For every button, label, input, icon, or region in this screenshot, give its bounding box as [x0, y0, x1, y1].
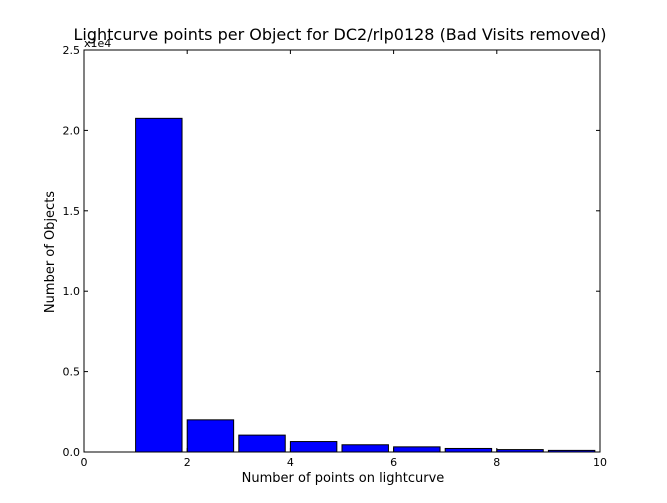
- bar-6: [393, 446, 441, 453]
- y-axis-label: Number of Objects: [43, 191, 58, 313]
- ticks-layer: 0 2 4 6 8 10 0.0 0.5 1.0 1.5 2.0 2.5: [63, 44, 608, 469]
- bar-2: [186, 419, 235, 453]
- y-tick-label-5: 2.5: [63, 44, 81, 57]
- x-tick-label-5: 10: [593, 456, 607, 469]
- x-tick-label-0: 0: [81, 456, 88, 469]
- bar-7: [444, 447, 493, 453]
- x-tick-label-2: 4: [287, 456, 294, 469]
- x-tick-label-3: 6: [390, 456, 397, 469]
- y-axis-offset-label: x1e4: [84, 37, 111, 50]
- bar-3: [238, 434, 286, 453]
- y-tick-label-3: 1.5: [63, 205, 81, 218]
- y-tick-label-4: 2.0: [63, 124, 81, 137]
- y-tick-label-0: 0.0: [63, 446, 81, 459]
- x-tick-label-4: 8: [493, 456, 500, 469]
- plot-area-frame: [83, 49, 601, 453]
- x-axis-label: Number of points on lightcurve: [242, 471, 445, 486]
- bar-5: [341, 444, 389, 453]
- bar-4: [289, 441, 338, 453]
- chart-title: Lightcurve points per Object for DC2/rlp…: [74, 25, 607, 44]
- bar-1: [135, 117, 183, 453]
- x-tick-label-1: 2: [184, 456, 191, 469]
- bars-layer: [135, 117, 596, 453]
- y-tick-label-2: 1.0: [63, 285, 81, 298]
- y-tick-label-1: 0.5: [63, 366, 81, 379]
